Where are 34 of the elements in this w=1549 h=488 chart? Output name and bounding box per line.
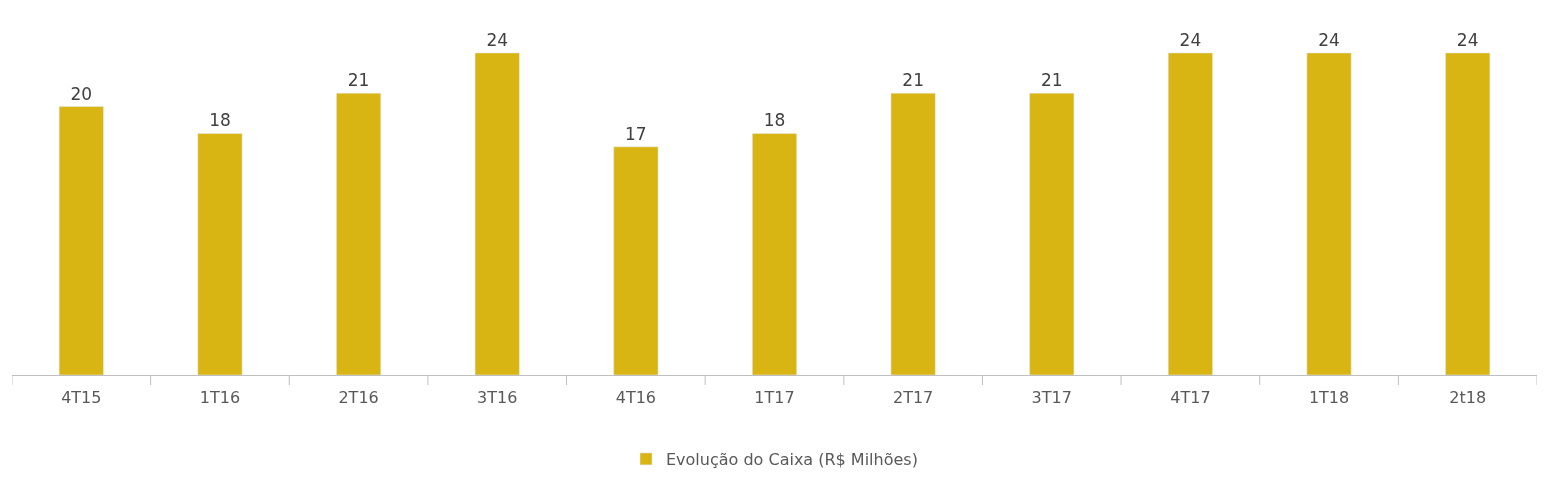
x-tick-label: 3T16 [477, 388, 518, 408]
data-label: 24 [1456, 29, 1479, 50]
x-tick-label: 1T18 [1308, 388, 1350, 408]
data-label: 18 [209, 110, 231, 131]
data-label: 21 [347, 70, 370, 91]
bar [613, 146, 659, 375]
x-tick-label: 2T17 [892, 388, 934, 408]
x-tick-label: 4T17 [1170, 388, 1211, 408]
data-label: 21 [902, 70, 924, 91]
bar [1029, 92, 1075, 375]
x-tick-label: 2t18 [1449, 388, 1487, 408]
bar [474, 52, 520, 375]
bar [890, 92, 936, 375]
x-tick-label: 4T15 [61, 388, 102, 408]
x-tick-label: 1T16 [199, 388, 241, 408]
bar [197, 133, 243, 375]
data-label: 17 [625, 123, 647, 144]
bar [336, 92, 382, 375]
data-label: 24 [1318, 29, 1340, 50]
data-label: 20 [70, 83, 93, 104]
bar [752, 133, 797, 375]
data-label: 24 [1179, 29, 1202, 50]
bar [1167, 52, 1213, 375]
bar [1306, 52, 1352, 375]
data-label: 18 [763, 110, 786, 131]
data-label: 24 [486, 29, 509, 50]
data-label: 21 [1040, 70, 1063, 91]
bar [58, 106, 104, 375]
legend-label: Evolução do Caixa (R$ Milhões) [666, 450, 918, 470]
x-tick-label: 3T17 [1031, 388, 1072, 408]
x-tick-label: 2T16 [338, 388, 379, 408]
x-tick-label: 4T16 [615, 388, 657, 408]
bar [1445, 52, 1491, 375]
x-tick-label: 1T17 [754, 388, 795, 408]
